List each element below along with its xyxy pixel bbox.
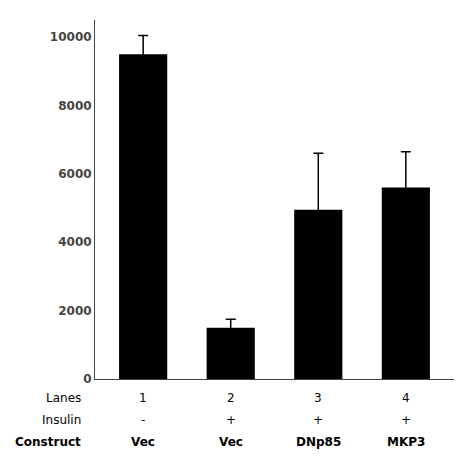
svg-text:3: 3 bbox=[314, 391, 322, 405]
svg-text:MKP3: MKP3 bbox=[387, 435, 425, 449]
svg-text:Construct: Construct bbox=[15, 435, 81, 449]
svg-text:+: + bbox=[313, 413, 323, 427]
svg-text:Vec: Vec bbox=[219, 435, 243, 449]
svg-text:Vec: Vec bbox=[131, 435, 155, 449]
svg-text:8000: 8000 bbox=[58, 99, 91, 113]
svg-text:-: - bbox=[141, 413, 145, 427]
svg-text:2000: 2000 bbox=[58, 304, 91, 318]
svg-text:DNp85: DNp85 bbox=[296, 435, 341, 449]
svg-text:+: + bbox=[226, 413, 236, 427]
svg-text:+: + bbox=[401, 413, 411, 427]
svg-text:Lanes: Lanes bbox=[46, 391, 81, 405]
svg-text:2: 2 bbox=[227, 391, 235, 405]
svg-text:0: 0 bbox=[83, 372, 91, 386]
svg-text:4: 4 bbox=[402, 391, 410, 405]
svg-text:4000: 4000 bbox=[58, 235, 91, 249]
svg-text:6000: 6000 bbox=[58, 167, 91, 181]
svg-text:10000: 10000 bbox=[50, 30, 92, 44]
svg-text:Insulin: Insulin bbox=[42, 413, 81, 427]
svg-text:1: 1 bbox=[139, 391, 147, 405]
